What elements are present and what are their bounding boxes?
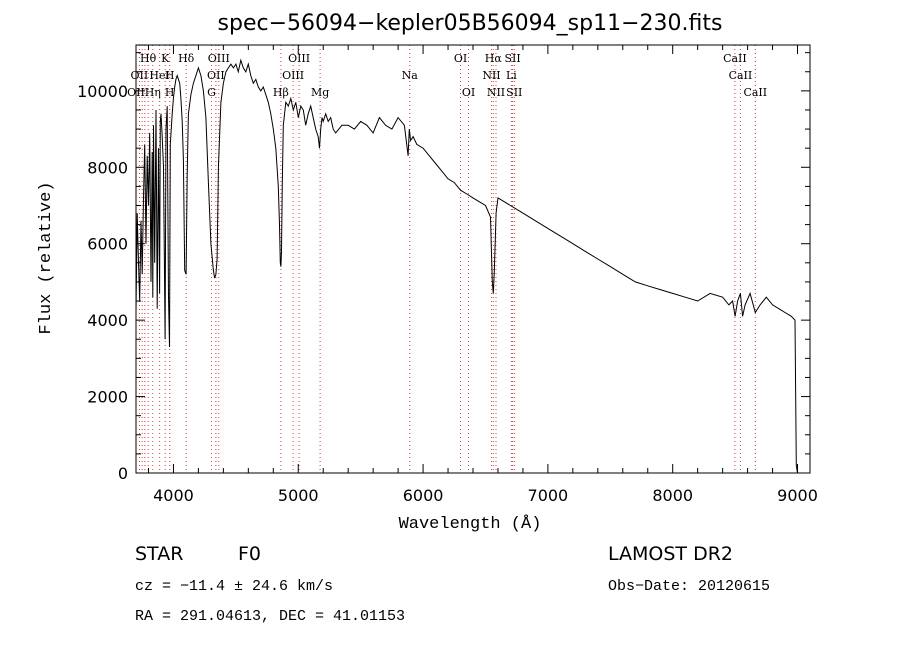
x-tick-label: 4000 [153,486,194,505]
line-label: H [165,86,175,99]
chart-title: spec−56094−kepler05B56094_sp11−230.fits [218,11,723,36]
x-tick-label: 6000 [403,486,444,505]
x-tick-label: 7000 [528,486,569,505]
line-label: SII [504,52,520,65]
y-tick-label: 6000 [87,235,128,254]
x-tick-label: 8000 [652,486,693,505]
line-label: Hθ [140,52,157,65]
object-type: STAR [135,543,183,565]
observation-date: Obs−Date: 20120615 [608,578,770,595]
survey-name: LAMOST DR2 [608,543,733,565]
line-label: Mg [311,86,329,99]
y-tick-label: 0 [118,464,128,483]
line-label: Hβ [273,86,289,99]
line-label: CaII [723,52,747,65]
coordinates: RA = 291.04613, DEC = 41.01153 [135,608,405,625]
line-label: Hα [485,52,503,65]
y-axis-label: Flux (relative) [37,181,56,334]
line-label: G [207,86,216,99]
axes: 4000 5000 6000 7000 8000 9000 0 2000 4000 6000 800… [77,44,818,505]
y-tick-label: 8000 [87,158,128,177]
spectrum-line [135,58,798,474]
line-label: OIII [288,52,310,65]
x-tick-label: 5000 [278,486,319,505]
line-label: CaII [743,86,767,99]
line-label: Na [402,69,419,82]
y-tick-label: 2000 [87,388,128,407]
line-label: K [161,52,170,65]
line-label: OII [131,69,149,82]
line-label: Li [506,69,517,82]
line-label: CaII [729,69,753,82]
line-label: NII [482,69,500,82]
reference-lines [138,45,756,473]
redshift-cz: cz = −11.4 ± 24.6 km/s [135,578,333,595]
line-label: OIII [208,52,230,65]
line-label: OI [462,86,475,99]
line-label: Hδ [178,52,195,65]
line-label: OI [454,52,467,65]
y-tick-label: 10000 [77,82,128,101]
y-tick-label: 4000 [87,311,128,330]
line-label: NII [487,86,505,99]
spectrum-series [135,58,798,474]
line-label: Hη [145,86,161,99]
line-label: HeI [149,69,169,82]
line-label: H [165,69,175,82]
x-axis-label: Wavelength (Å) [399,515,542,534]
line-label: SII [506,86,522,99]
spectral-subclass: F0 [238,543,261,565]
plot-frame [135,44,811,474]
line-label: OII [207,69,225,82]
line-label: OIII [282,69,304,82]
x-tick-label: 9000 [777,486,818,505]
